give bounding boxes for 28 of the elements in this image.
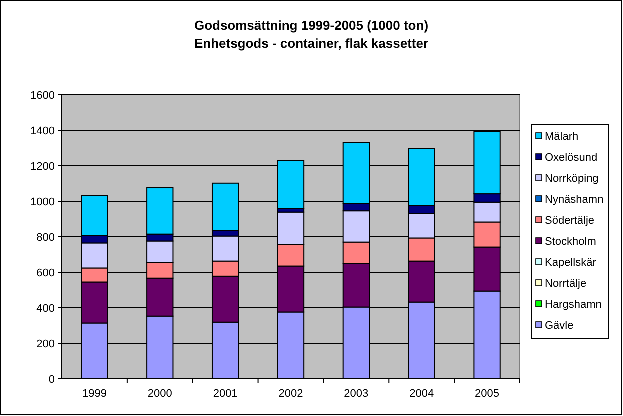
y-tick-label: 1000 [30, 196, 55, 208]
legend-label: Norrköping [545, 173, 599, 185]
x-tick-label: 2004 [410, 388, 434, 400]
legend-label: Gävle [545, 320, 574, 332]
y-tick-label: 1200 [30, 161, 55, 173]
x-tick-label: 2001 [213, 388, 238, 400]
y-tick-label: 800 [36, 232, 55, 244]
x-tick-label: 2003 [344, 388, 369, 400]
chart-subtitle: Enhetsgods - container, flak kassetter [194, 36, 429, 51]
x-tick-label: 1999 [82, 388, 107, 400]
x-tick-label: 2000 [148, 388, 172, 400]
legend-label: Mälarh [545, 131, 579, 143]
legend-label: Stockholm [545, 236, 596, 248]
y-tick-label: 600 [36, 268, 55, 280]
legend-label: Nynäshamn [545, 194, 604, 206]
chart-title: Godsomsättning 1999-2005 (1000 ton) [194, 18, 429, 33]
legend-label: Kapellskär [545, 257, 597, 269]
y-tick-label: 1600 [30, 90, 55, 102]
x-tick-label: 2005 [475, 388, 500, 400]
x-tick-label: 2002 [278, 388, 304, 400]
legend-label: Oxelösund [545, 152, 598, 164]
y-tick-label: 200 [36, 338, 55, 350]
legend-label: Norrtälje [545, 278, 587, 290]
y-tick-label: 400 [36, 303, 55, 315]
legend-label: Södertälje [545, 215, 595, 227]
legend-label: Hargshamn [545, 299, 602, 311]
y-tick-label: 1400 [30, 126, 55, 138]
y-tick-label: 0 [48, 374, 55, 386]
